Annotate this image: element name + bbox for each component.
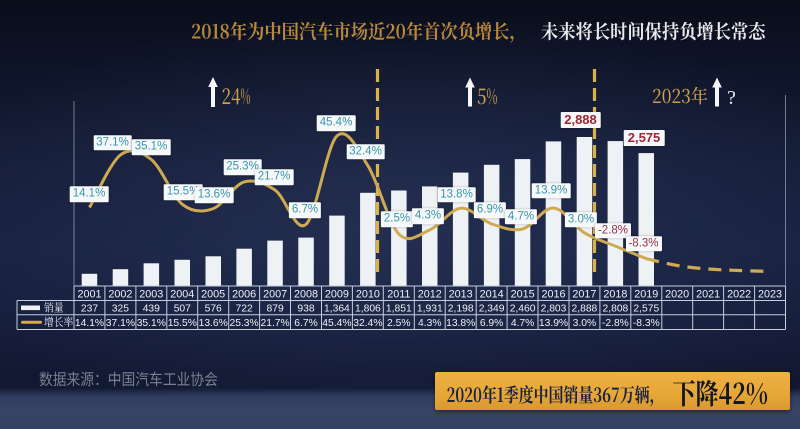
- svg-text:3.0%: 3.0%: [573, 318, 596, 329]
- svg-text:6.9%: 6.9%: [480, 318, 503, 329]
- svg-text:2008: 2008: [294, 289, 318, 301]
- svg-text:2020: 2020: [665, 289, 689, 301]
- svg-text:13.8%: 13.8%: [446, 318, 475, 329]
- svg-text:576: 576: [205, 303, 222, 314]
- svg-text:35.1%: 35.1%: [137, 318, 166, 329]
- svg-text:2,803: 2,803: [541, 303, 567, 314]
- svg-text:1,364: 1,364: [324, 303, 350, 314]
- svg-text:2,349: 2,349: [479, 303, 505, 314]
- svg-text:37.1%: 37.1%: [106, 318, 135, 329]
- svg-text:2007: 2007: [263, 289, 287, 301]
- svg-text:2018: 2018: [603, 289, 627, 301]
- svg-text:325: 325: [112, 303, 129, 314]
- svg-text:-8.3%: -8.3%: [633, 318, 660, 329]
- svg-text:25.3%: 25.3%: [229, 318, 258, 329]
- svg-text:14.1%: 14.1%: [75, 318, 104, 329]
- svg-text:2016: 2016: [541, 289, 565, 301]
- svg-text:2002: 2002: [108, 289, 132, 301]
- svg-text:722: 722: [236, 303, 253, 314]
- svg-text:2013: 2013: [449, 289, 473, 301]
- svg-text:13.9%: 13.9%: [539, 318, 568, 329]
- svg-text:2001: 2001: [77, 289, 101, 301]
- svg-text:2006: 2006: [232, 289, 256, 301]
- svg-text:2,575: 2,575: [633, 303, 659, 314]
- svg-text:?: ?: [727, 87, 736, 109]
- svg-text:21.7%: 21.7%: [260, 318, 289, 329]
- svg-text:4.3%: 4.3%: [418, 318, 441, 329]
- svg-text:-2.8%: -2.8%: [602, 318, 629, 329]
- svg-text:32.4%: 32.4%: [353, 318, 382, 329]
- svg-text:2.5%: 2.5%: [387, 318, 410, 329]
- svg-text:237: 237: [81, 303, 98, 314]
- svg-text:15.5%: 15.5%: [168, 318, 197, 329]
- svg-text:2005: 2005: [201, 289, 225, 301]
- svg-text:4.7%: 4.7%: [511, 318, 534, 329]
- svg-text:2011: 2011: [387, 289, 410, 301]
- svg-text:2,888: 2,888: [572, 303, 598, 314]
- svg-text:2012: 2012: [418, 289, 442, 301]
- svg-text:2009: 2009: [325, 289, 349, 301]
- svg-text:6.7%: 6.7%: [294, 318, 317, 329]
- svg-text:2,460: 2,460: [510, 303, 536, 314]
- svg-text:2014: 2014: [480, 289, 504, 301]
- svg-text:2015: 2015: [511, 289, 535, 301]
- svg-text:938: 938: [297, 303, 314, 314]
- svg-text:507: 507: [174, 303, 191, 314]
- svg-text:2021: 2021: [696, 289, 720, 301]
- svg-text:2,808: 2,808: [603, 303, 629, 314]
- svg-text:1,806: 1,806: [355, 303, 381, 314]
- svg-text:2,198: 2,198: [448, 303, 474, 314]
- svg-text:2022: 2022: [727, 289, 751, 301]
- svg-text:439: 439: [143, 303, 160, 314]
- svg-text:13.6%: 13.6%: [199, 318, 228, 329]
- svg-text:879: 879: [267, 303, 284, 314]
- svg-text:2017: 2017: [572, 289, 596, 301]
- svg-text:2004: 2004: [170, 289, 194, 301]
- svg-text:1,931: 1,931: [417, 303, 443, 314]
- svg-text:1,851: 1,851: [386, 303, 412, 314]
- svg-text:2019: 2019: [634, 289, 658, 301]
- svg-text:2023: 2023: [758, 289, 782, 301]
- svg-text:45.4%: 45.4%: [322, 318, 351, 329]
- svg-text:2003: 2003: [139, 289, 163, 301]
- svg-text:2010: 2010: [356, 289, 380, 301]
